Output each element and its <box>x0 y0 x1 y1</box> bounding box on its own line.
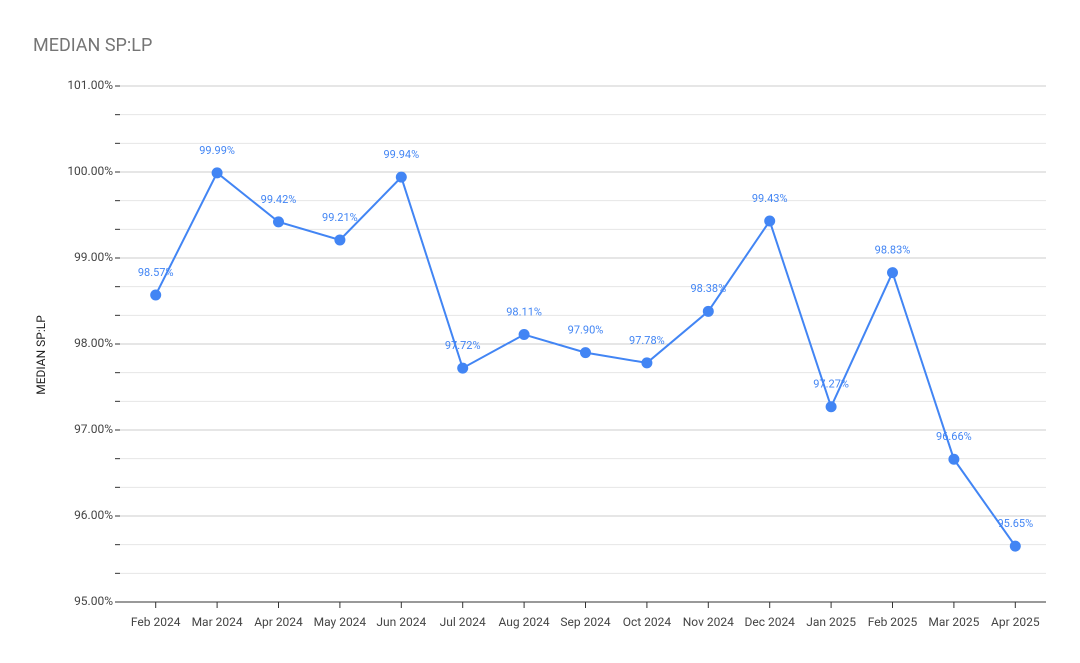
x-tick-label: Aug 2024 <box>499 615 550 629</box>
x-tick-label: Mar 2024 <box>192 615 243 629</box>
x-tick-label: Apr 2024 <box>254 615 303 629</box>
value-label: 99.42% <box>261 193 297 206</box>
y-tick-label: 99.00% <box>74 250 113 264</box>
value-label: 99.21% <box>322 211 358 224</box>
point <box>764 215 776 227</box>
y-axis-label: MEDIAN SP:LP <box>34 315 48 395</box>
value-label: 97.72% <box>445 339 481 352</box>
value-label: 97.27% <box>813 378 849 391</box>
value-label: 97.78% <box>629 334 665 347</box>
point <box>150 289 162 301</box>
point <box>395 171 407 183</box>
value-label: 98.38% <box>690 282 726 295</box>
point <box>334 234 346 246</box>
y-tick-label: 100.00% <box>67 164 113 178</box>
value-label: 98.83% <box>875 244 911 257</box>
value-label: 98.11% <box>506 305 542 318</box>
x-tick-label: Dec 2024 <box>744 615 795 629</box>
value-label: 95.65% <box>997 517 1033 530</box>
y-tick-label: 97.00% <box>74 422 113 436</box>
y-tick-label: 96.00% <box>74 508 113 522</box>
x-tick-label: Feb 2025 <box>868 615 918 629</box>
point <box>457 362 469 374</box>
x-tick-label: Jul 2024 <box>440 615 486 629</box>
value-label: 96.66% <box>936 430 972 443</box>
value-label: 99.94% <box>383 148 419 161</box>
y-tick-label: 98.00% <box>74 336 113 350</box>
point <box>211 167 223 179</box>
value-label: 97.90% <box>568 324 604 337</box>
x-tick-label: Nov 2024 <box>683 615 734 629</box>
value-label: 99.99% <box>199 144 235 157</box>
point <box>641 357 653 369</box>
y-tick-label: 95.00% <box>74 594 113 608</box>
x-tick-label: Jan 2025 <box>806 615 856 629</box>
point <box>702 305 714 317</box>
chart-title: MEDIAN SP:LP <box>33 35 152 56</box>
point <box>518 329 530 341</box>
x-tick-label: Sep 2024 <box>560 615 610 629</box>
value-label: 99.43% <box>752 192 788 205</box>
x-tick-label: Jun 2024 <box>376 615 426 629</box>
point <box>948 453 960 465</box>
y-tick-label: 101.00% <box>67 78 113 92</box>
x-tick-label: Apr 2025 <box>991 615 1040 629</box>
x-tick-label: May 2024 <box>314 615 367 629</box>
x-tick-label: Mar 2025 <box>928 615 979 629</box>
point <box>1009 540 1021 552</box>
point <box>887 267 898 279</box>
x-tick-label: Feb 2024 <box>131 615 181 629</box>
point <box>580 347 591 359</box>
value-label: 98.57% <box>138 266 174 279</box>
x-tick-label: Oct 2024 <box>623 615 672 629</box>
point <box>273 216 284 228</box>
point <box>825 401 837 413</box>
